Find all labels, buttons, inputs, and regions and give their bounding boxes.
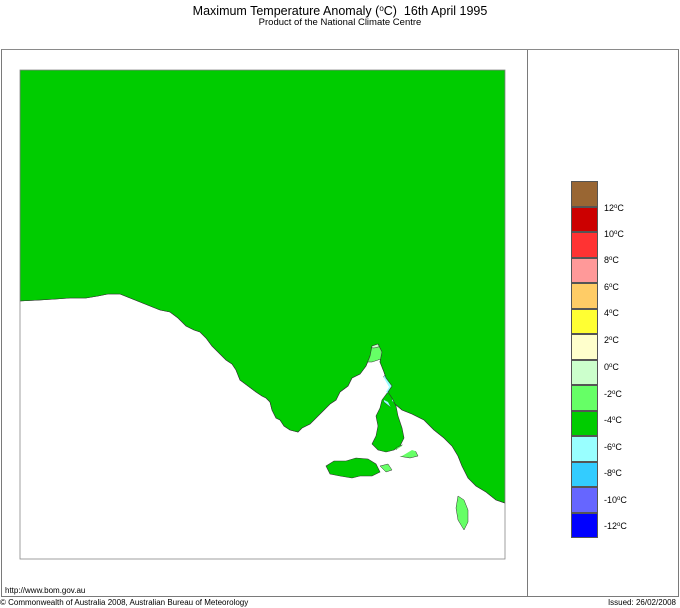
legend-label: 10oC [604,229,624,239]
website-link[interactable]: http://www.bom.gov.au [5,586,86,595]
legend-label: -2oC [604,389,622,399]
issued-date: Issued: 26/02/2008 [607,598,676,607]
legend-label: 2oC [604,335,619,345]
map-title: Maximum Temperature Anomaly (oC) 16th Ap… [0,1,680,19]
legend-label: -8oC [604,468,622,478]
map-subtitle: Product of the National Climate Centre [258,17,422,28]
legend-swatch-above-12 [571,181,598,207]
legend-swatch-8-10 [571,232,598,258]
legend-swatch-4-6 [571,283,598,309]
map-frame [1,49,679,597]
legend-label: 12oC [604,203,624,213]
title-date: 16th April 1995 [403,4,488,18]
legend-label: 0oC [604,362,619,372]
legend-swatch-minus6-minus4 [571,410,598,436]
legend-divider [527,50,528,596]
legend-swatch-minus8-minus6 [571,436,598,462]
legend-label: -6oC [604,442,622,452]
legend-swatch-10-12 [571,206,598,232]
legend-swatch-2-4 [571,308,598,334]
legend-label: 6oC [604,282,619,292]
legend-label: -12oC [604,521,627,531]
kangaroo-island [325,457,381,479]
title-degree: o [379,4,384,13]
copyright-notice: © Commonwealth of Australia 2008, Austra… [0,598,249,607]
legend-label: 4oC [604,308,619,318]
legend-label: 8oC [604,255,619,265]
legend-swatch-below-minus12 [571,512,598,538]
title-prefix: Maximum Temperature Anomaly ( [192,4,380,18]
legend-swatch-minus10-minus8 [571,461,598,487]
legend-label: -4oC [604,415,622,425]
band-minus4-minus2-coorong [455,495,469,531]
legend-swatch-0-2 [571,334,598,360]
legend-swatch-minus4-minus2 [571,385,598,411]
legend-label: -10oC [604,495,627,505]
map-border [19,69,506,560]
kangaroo-island-east [379,463,393,473]
legend-swatch-minus2-0 [571,359,598,385]
color-legend [571,181,598,538]
legend-swatch-minus12-minus10 [571,487,598,513]
title-unit: C) [383,4,397,18]
legend-swatch-6-8 [571,257,598,283]
